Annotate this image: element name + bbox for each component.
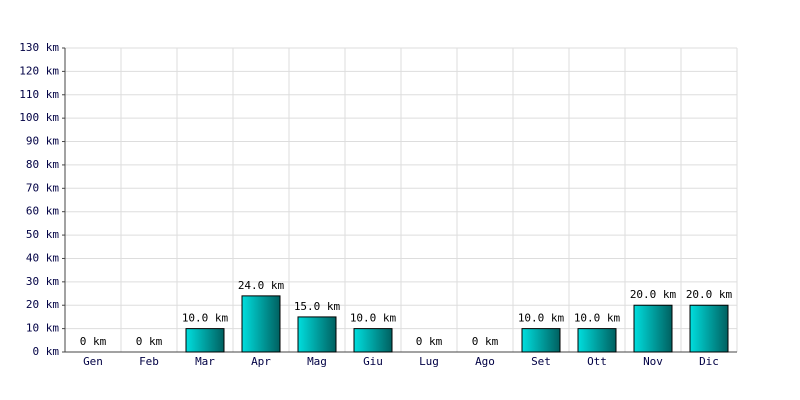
bar [521, 328, 561, 353]
y-tick-label: 0 km [33, 345, 60, 358]
bar [633, 304, 673, 353]
y-tick-label: 70 km [26, 181, 59, 194]
value-label: 10.0 km [182, 312, 229, 325]
y-tick-label: 100 km [19, 111, 59, 124]
y-tick-label: 10 km [26, 322, 59, 335]
x-tick-label: Nov [643, 355, 663, 368]
value-label: 0 km [416, 335, 443, 348]
value-label: 0 km [136, 335, 163, 348]
x-tick-label: Dic [699, 355, 719, 368]
y-tick-label: 130 km [19, 41, 59, 54]
x-tick-label: Feb [139, 355, 159, 368]
y-tick-label: 50 km [26, 228, 59, 241]
y-tick-label: 60 km [26, 205, 59, 218]
x-tick-label: Lug [419, 355, 439, 368]
value-label: 0 km [80, 335, 107, 348]
value-label: 20.0 km [686, 288, 733, 301]
x-tick-label: Mar [195, 355, 215, 368]
bar [185, 328, 225, 353]
x-tick-label: Set [531, 355, 551, 368]
x-tick-label: Mag [307, 355, 327, 368]
value-label: 15.0 km [294, 300, 341, 313]
x-tick-label: Gen [83, 355, 103, 368]
bar [577, 328, 617, 353]
y-tick-label: 40 km [26, 251, 59, 264]
value-label: 0 km [472, 335, 499, 348]
y-tick-label: 80 km [26, 158, 59, 171]
bar [353, 328, 393, 353]
value-label: 10.0 km [574, 312, 621, 325]
x-tick-label: Ott [587, 355, 607, 368]
x-tick-label: Giu [363, 355, 383, 368]
x-tick-label: Apr [251, 355, 271, 368]
bar [689, 304, 729, 353]
value-label: 20.0 km [630, 288, 677, 301]
y-tick-label: 120 km [19, 64, 59, 77]
y-tick-label: 30 km [26, 275, 59, 288]
value-label: 10.0 km [518, 312, 565, 325]
bar [241, 295, 281, 353]
y-tick-label: 90 km [26, 135, 59, 148]
x-tick-label: Ago [475, 355, 495, 368]
y-tick-label: 110 km [19, 88, 59, 101]
value-label: 24.0 km [238, 279, 285, 292]
bar [297, 316, 337, 353]
y-tick-label: 20 km [26, 298, 59, 311]
value-label: 10.0 km [350, 312, 397, 325]
